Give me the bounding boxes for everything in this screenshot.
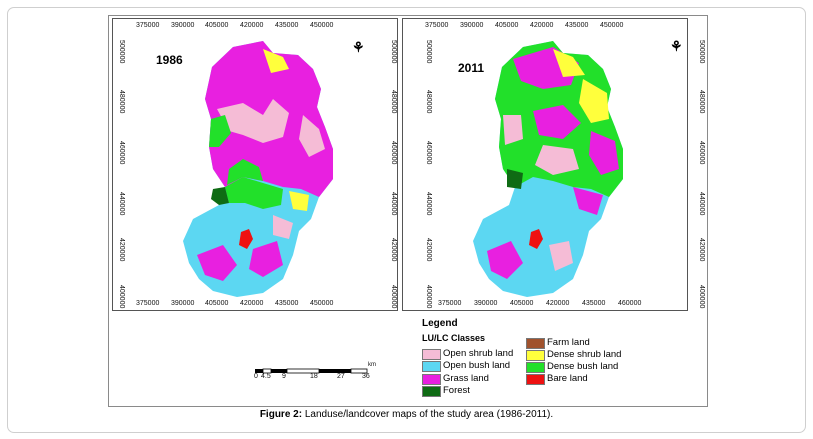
y-tick-mid-left: 420000	[390, 238, 397, 262]
legend-swatch	[422, 349, 441, 360]
map-year-label: 2011	[458, 61, 485, 75]
scale-bar-graphic	[255, 368, 368, 374]
caption-text: Landuse/landcover maps of the study area…	[304, 409, 554, 420]
scale-label: 9	[282, 373, 286, 380]
scale-label: 4.5	[261, 373, 271, 380]
x-tick-top: 420000	[530, 22, 554, 29]
y-tick-right: 460000	[698, 141, 705, 165]
legend: Legend LU/LC Classes Open shrub land Ope…	[420, 318, 700, 401]
scale-label: 18	[310, 373, 318, 380]
legend-swatch	[422, 386, 441, 397]
legend-label: Grass land	[443, 373, 489, 384]
y-tick-left: 420000	[118, 238, 125, 262]
x-tick-bottom: 435000	[582, 300, 606, 307]
map-1986-graphic	[183, 41, 333, 297]
figure-caption: Figure 2: Landuse/landcover maps of the …	[0, 409, 813, 420]
x-tick-top: 390000	[171, 22, 195, 29]
x-tick-bottom: 390000	[171, 300, 195, 307]
x-tick-bottom: 435000	[275, 300, 299, 307]
y-tick-mid-left: 480000	[390, 90, 397, 114]
legend-swatch	[422, 361, 441, 372]
y-tick-left: 400000	[118, 285, 125, 309]
y-tick-mid-right: 400000	[425, 285, 432, 309]
legend-subtitle: LU/LC Classes	[422, 333, 486, 343]
map-2011-shape	[473, 41, 623, 297]
map-2011-graphic	[473, 41, 623, 297]
figure-box	[108, 15, 708, 407]
legend-title: Legend	[422, 318, 458, 329]
legend-swatch	[526, 350, 545, 361]
y-tick-mid-right: 460000	[425, 141, 432, 165]
legend-swatch	[422, 374, 441, 385]
legend-label: Forest	[443, 385, 470, 396]
y-tick-right: 440000	[698, 192, 705, 216]
x-tick-top: 435000	[565, 22, 589, 29]
caption-label: Figure 2:	[259, 409, 303, 420]
scale-label: 36	[362, 373, 370, 380]
x-tick-top: 375000	[425, 22, 449, 29]
y-tick-left: 440000	[118, 192, 125, 216]
y-tick-right: 480000	[698, 90, 705, 114]
x-tick-bottom: 460000	[618, 300, 642, 307]
map-2011	[402, 18, 688, 311]
y-tick-mid-left: 500000	[390, 40, 397, 64]
y-tick-right: 500000	[698, 40, 705, 64]
y-tick-right: 420000	[698, 238, 705, 262]
scale-label: 0	[254, 373, 258, 380]
north-arrow-icon: ⚘	[670, 38, 683, 54]
x-tick-bottom: 375000	[136, 300, 160, 307]
legend-label: Farm land	[547, 337, 590, 348]
scale-unit: km	[368, 362, 376, 368]
x-tick-top: 405000	[495, 22, 519, 29]
map-1986-shape	[183, 41, 333, 297]
x-tick-top: 405000	[205, 22, 229, 29]
x-tick-top: 390000	[460, 22, 484, 29]
y-tick-mid-left: 460000	[390, 141, 397, 165]
y-tick-left: 500000	[118, 40, 125, 64]
north-arrow-icon: ⚘	[352, 39, 365, 55]
x-tick-top: 375000	[136, 22, 160, 29]
x-tick-bottom: 450000	[310, 300, 334, 307]
y-tick-mid-right: 500000	[425, 40, 432, 64]
x-tick-top: 420000	[240, 22, 264, 29]
x-tick-bottom: 405000	[205, 300, 229, 307]
y-tick-right: 400000	[698, 285, 705, 309]
scale-bar: km 0 4.5 9 18 27 36	[252, 362, 382, 394]
y-tick-mid-right: 480000	[425, 90, 432, 114]
x-tick-top: 435000	[275, 22, 299, 29]
y-tick-left: 480000	[118, 90, 125, 114]
x-tick-bottom: 375000	[438, 300, 462, 307]
scale-label: 27	[337, 373, 345, 380]
legend-label: Bare land	[547, 373, 588, 384]
legend-label: Open bush land	[443, 360, 511, 371]
x-tick-bottom: 420000	[240, 300, 264, 307]
legend-label: Dense shrub land	[547, 349, 622, 360]
legend-swatch	[526, 362, 545, 373]
legend-swatch	[526, 374, 545, 385]
x-tick-bottom: 390000	[474, 300, 498, 307]
map-1986	[112, 18, 398, 311]
x-tick-bottom: 420000	[546, 300, 570, 307]
legend-swatch	[526, 338, 545, 349]
y-tick-mid-left: 440000	[390, 192, 397, 216]
y-tick-left: 460000	[118, 141, 125, 165]
y-tick-mid-right: 440000	[425, 192, 432, 216]
legend-label: Open shrub land	[443, 348, 514, 359]
x-tick-top: 450000	[600, 22, 624, 29]
y-tick-mid-left: 400000	[390, 285, 397, 309]
y-tick-mid-right: 420000	[425, 238, 432, 262]
map-year-label: 1986	[156, 53, 183, 67]
x-tick-bottom: 405000	[510, 300, 534, 307]
x-tick-top: 450000	[310, 22, 334, 29]
legend-label: Dense bush land	[547, 361, 619, 372]
